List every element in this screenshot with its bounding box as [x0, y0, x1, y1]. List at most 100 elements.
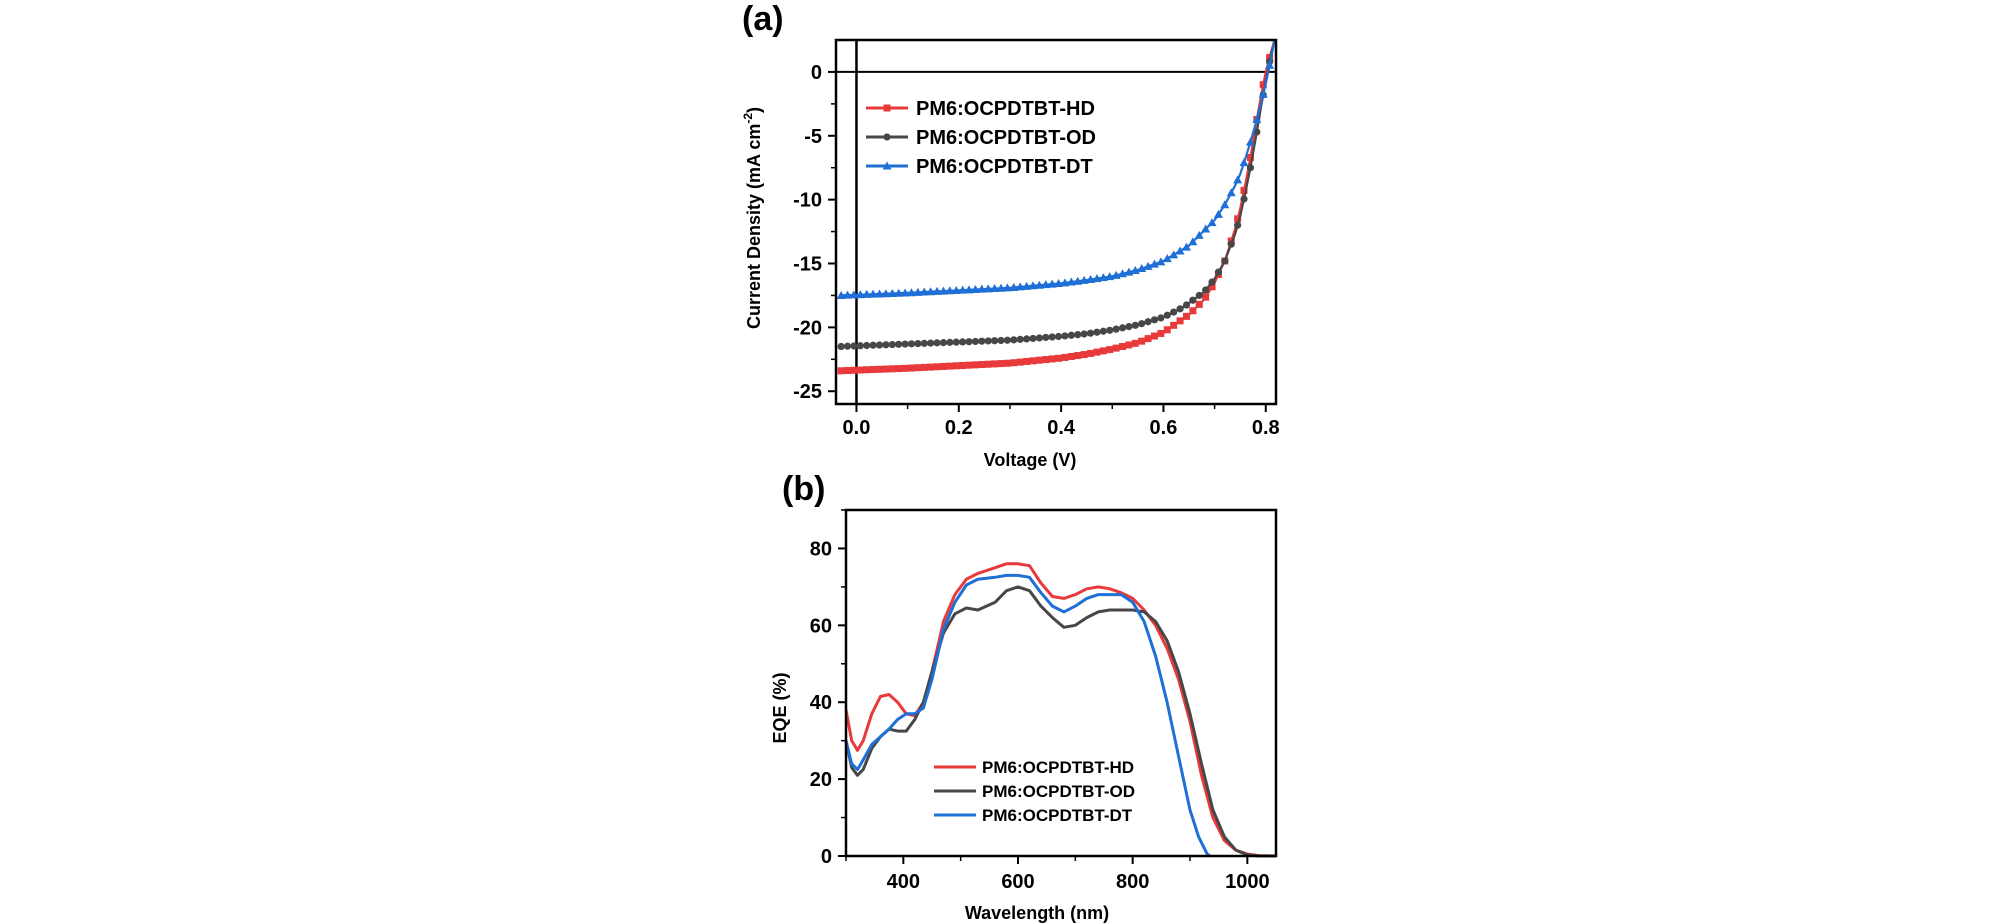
- panel-a-series-marker-1: [850, 342, 858, 350]
- panel-a-series-marker-1: [1029, 334, 1037, 343]
- panel-a-series-marker-0: [1106, 346, 1114, 354]
- panel-a-series-marker-2: [1137, 264, 1147, 273]
- panel-a-ylabel-sup: -2: [741, 113, 755, 124]
- panel-a-series-marker-1: [939, 339, 948, 347]
- panel-a-series-marker-2: [1201, 224, 1211, 233]
- panel-a-series-marker-2: [1015, 282, 1025, 291]
- panel-b-series-line-2: [844, 573, 1211, 858]
- panel-b-eqe-chart: (b) 400 600 800 1000 0 20 40 60 80 Wavelength (…: [770, 470, 1278, 923]
- panel-a-series-marker-0: [1067, 352, 1075, 360]
- panel-a-series-marker-2: [1092, 274, 1102, 283]
- panel-a-series-marker-1: [1035, 334, 1043, 342]
- panel-a-series-marker-2: [900, 288, 910, 297]
- panel-a-series-marker-0: [959, 361, 967, 369]
- panel-a-series-marker-0: [1144, 335, 1152, 343]
- panel-a-series-marker-2: [1009, 282, 1019, 291]
- panel-a-series-marker-1: [1240, 195, 1248, 203]
- panel-a-series-marker-1: [1042, 333, 1050, 342]
- panel-a-series-marker-2: [843, 290, 853, 299]
- panel-a-series-marker-1: [1080, 330, 1088, 338]
- panel-a-series-marker-1: [1106, 326, 1114, 334]
- panel-a-series-marker-2: [932, 286, 942, 295]
- panel-a-series-marker-0: [952, 362, 960, 370]
- panel-a-series-marker-2: [945, 286, 955, 295]
- panel-a-series-marker-1: [1022, 335, 1031, 343]
- panel-a-x-tick-label: 0.6: [1150, 417, 1178, 439]
- panel-a-series-marker-2: [970, 284, 980, 293]
- panel-b-y-tick-label: 40: [810, 692, 832, 714]
- panel-a-series-marker-1: [1214, 268, 1223, 276]
- panel-a-series-marker-2: [1034, 280, 1044, 289]
- panel-a-series-marker-2: [1028, 281, 1038, 290]
- panel-a-label: (a): [742, 0, 784, 38]
- panel-a-series-marker-1: [933, 339, 941, 347]
- panel-a-series-marker-1: [1150, 316, 1159, 324]
- panel-a-series-marker-0: [1023, 357, 1031, 365]
- panel-a-series-marker-0: [971, 361, 979, 369]
- panel-a-series-marker-1: [1157, 314, 1165, 322]
- panel-b-series: [844, 562, 1277, 858]
- panel-a-series-marker-1: [882, 341, 890, 349]
- panel-a-series-marker-0: [1234, 215, 1242, 223]
- panel-a-series-marker-2: [951, 285, 961, 294]
- panel-a-series-marker-0: [850, 366, 858, 374]
- panel-a-series-marker-1: [1061, 332, 1069, 340]
- panel-a-series-marker-2: [1252, 115, 1262, 124]
- panel-a-series-marker-2: [1022, 281, 1032, 290]
- panel-a-series-marker-1: [1221, 257, 1229, 265]
- panel-a-series-marker-2: [1213, 209, 1223, 218]
- panel-b-legend-label: PM6:OCPDTBT-DT: [982, 806, 1133, 825]
- panel-a-series-marker-1: [959, 338, 967, 346]
- panel-a-series-marker-1: [888, 340, 896, 349]
- panel-a-y-tick-label: -5: [804, 126, 822, 148]
- panel-a-series-marker-2: [1054, 279, 1064, 288]
- panel-a-series-marker-0: [978, 361, 986, 369]
- panel-b-legend-label: PM6:OCPDTBT-HD: [982, 758, 1134, 777]
- panel-a-series-marker-2: [1060, 278, 1070, 287]
- panel-a-series-marker-1: [875, 341, 884, 349]
- panel-a-series-marker-0: [863, 366, 871, 374]
- panel-a-series-marker-2: [977, 284, 987, 293]
- panel-a-series-marker-0: [984, 360, 992, 368]
- panel-a-series-marker-0: [869, 366, 877, 374]
- panel-a-series-marker-2: [849, 290, 859, 299]
- panel-a-series-marker-0: [933, 363, 941, 371]
- panel-a-x-tick-label: 0.8: [1252, 417, 1280, 439]
- panel-a-legend-label: PM6:OCPDTBT-HD: [916, 98, 1095, 120]
- panel-a-series-marker-0: [997, 360, 1005, 368]
- panel-a-y-tick-label: -15: [793, 254, 822, 276]
- panel-a-series-marker-0: [1157, 329, 1165, 337]
- panel-a-x-ticks: 0.0 0.2 0.4 0.6 0.8: [843, 404, 1280, 439]
- panel-a-series-marker-2: [1194, 230, 1204, 239]
- panel-b-plot-frame: [844, 508, 1278, 858]
- panel-a-series-marker-1: [1131, 321, 1139, 329]
- panel-a-series-line-0: [841, 39, 1276, 372]
- panel-a-series-marker-2: [938, 286, 948, 295]
- panel-a-series-marker-2: [1156, 257, 1166, 266]
- panel-a-series-marker-0: [1202, 293, 1210, 301]
- panel-a-series-marker-1: [1086, 329, 1095, 337]
- panel-a-series-marker-2: [983, 284, 993, 293]
- panel-a-series-marker-0: [1208, 283, 1216, 291]
- panel-a-series-marker-0: [837, 367, 845, 375]
- panel-a-series-marker-2: [926, 287, 936, 296]
- panel-a-series-marker-0: [1016, 358, 1024, 366]
- panel-b-y-ticks: 0 20 40 60 80: [810, 509, 846, 868]
- panel-a-series-marker-2: [996, 283, 1006, 292]
- panel-a-series-marker-0: [1042, 356, 1050, 364]
- panel-a-series-marker-2: [1079, 275, 1089, 284]
- panel-a-legend: PM6:OCPDTBT-HD PM6:OCPDTBT-OD PM6:OCPDTBT-…: [866, 98, 1096, 178]
- panel-a-series-marker-0: [1189, 307, 1197, 315]
- panel-a-series-marker-1: [946, 338, 954, 346]
- panel-a-series-marker-1: [1227, 240, 1235, 248]
- panel-b-legend-label: PM6:OCPDTBT-OD: [982, 782, 1135, 801]
- panel-a-series-marker-2: [1047, 279, 1057, 288]
- panel-a-series-marker-1: [1144, 318, 1152, 326]
- panel-a-series-marker-1: [914, 339, 922, 348]
- panel-a-series-line-1: [841, 39, 1276, 348]
- panel-a-series-marker-0: [844, 367, 852, 375]
- panel-a-series-marker-0: [946, 362, 954, 370]
- panel-b-x-ticks: 400 600 800 1000: [845, 856, 1270, 893]
- panel-a-series-line-2: [841, 39, 1276, 297]
